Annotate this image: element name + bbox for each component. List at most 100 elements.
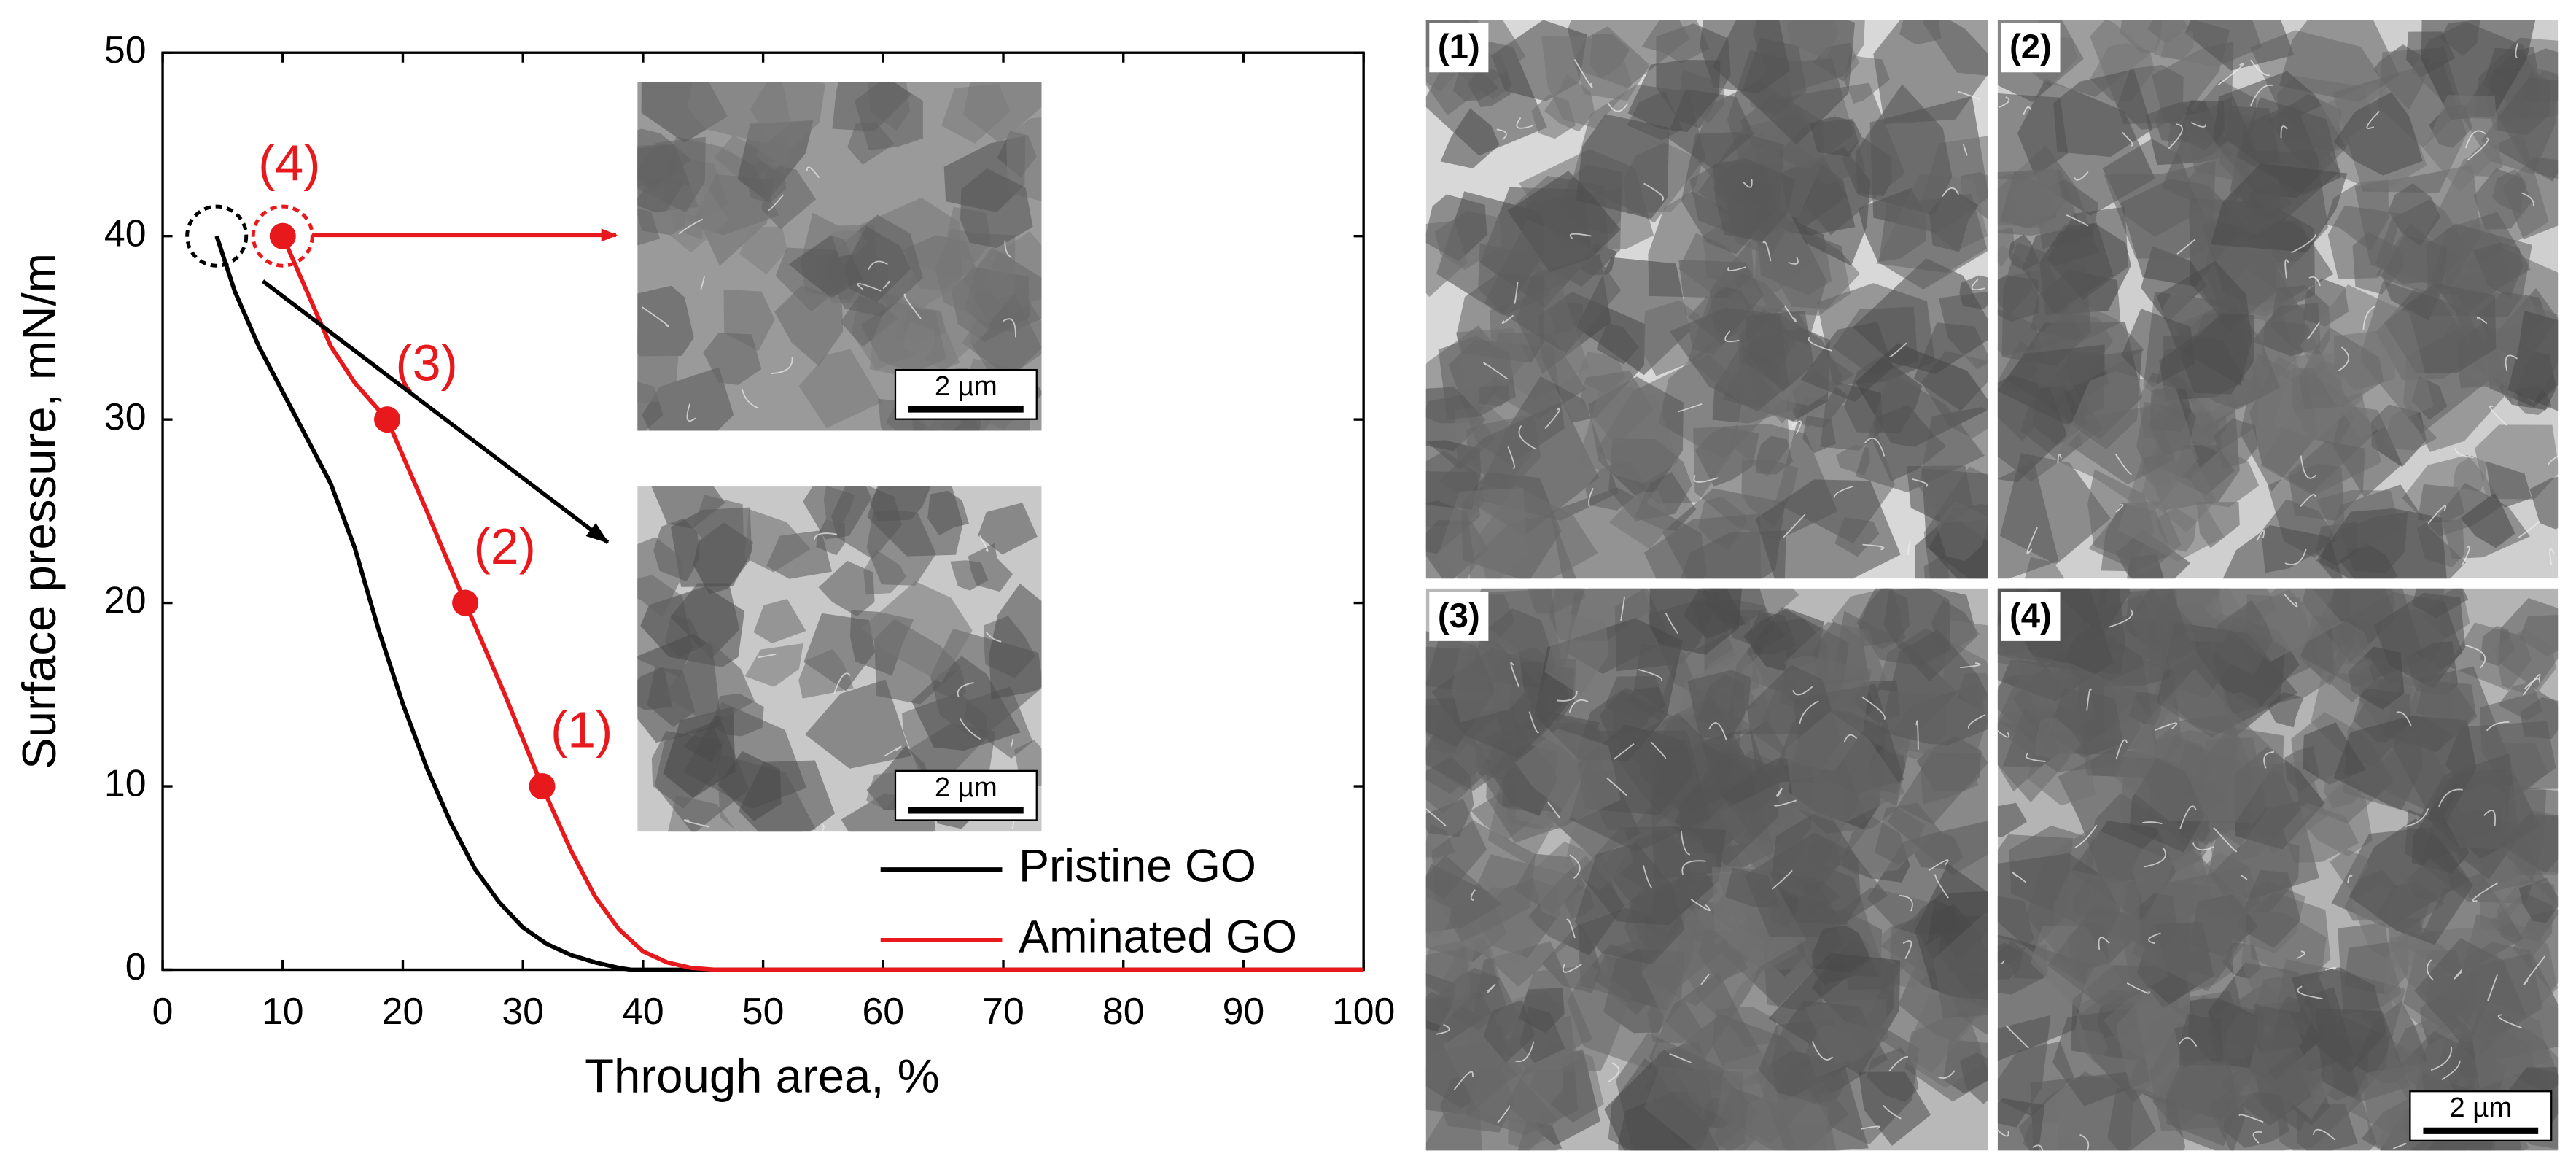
sem-wrinkle [979,535,989,552]
annotation-label: (2) [474,518,536,575]
sem-wrinkle [700,276,705,290]
sem-flake [1729,207,1827,346]
sem-flake [2421,20,2536,120]
sem-flake [2160,31,2194,61]
sem-wrinkle [1792,686,1813,696]
sem-wrinkle [2154,722,2178,732]
sem-wrinkle [2347,875,2353,883]
sem-wrinkle [2462,546,2470,565]
sem-wrinkle [2074,824,2098,848]
sem-flake [861,581,973,683]
sem-wrinkle [1907,540,1911,556]
sem-flake [1577,378,1678,484]
sem-flake [1997,461,2059,579]
sem-wrinkle [1607,102,1629,112]
sem-flake [2277,995,2311,1036]
sem-wrinkle [1998,96,2010,109]
sem-flake [867,486,963,557]
sem-flake [798,648,854,699]
sem-wrinkle [1606,778,1627,796]
sem-wrinkle [2497,1014,2523,1029]
sem-wrinkle [2144,847,2166,868]
panel-label: (3) [1438,597,1480,635]
sem-flake [978,503,1038,555]
sem-flake [1852,258,1988,374]
sem-wrinkle [2283,593,2298,608]
sem-flake [1997,802,2028,837]
sem-wrinkle [1938,1070,1956,1079]
sem-flake [854,82,923,151]
sem-wrinkle [1497,1105,1511,1123]
sem-wrinkle [1518,425,1537,450]
sem-wrinkle [2256,530,2265,541]
sem-flake [2121,309,2195,387]
sem-wrinkle [2032,1144,2044,1151]
sem-wrinkle [2405,808,2429,827]
sem-wrinkle [1677,403,1703,413]
sem-wrinkle [2192,842,2214,851]
sem-wrinkle [1861,697,1886,721]
sem-wrinkle [2489,405,2507,426]
sem-wrinkle [2284,548,2307,565]
sem-flake [1425,220,1468,298]
x-tick-label: 70 [982,990,1024,1032]
sem-wrinkle [2396,711,2412,726]
sem-flake [2499,814,2559,874]
sem-flake [717,751,782,821]
sem-wrinkle [2521,192,2534,206]
panel-label-box [2001,592,2061,641]
y-axis-label: Surface pressure, mN/m [12,253,66,769]
sem-wrinkle [1453,1071,1474,1090]
sem-flake [2055,371,2198,516]
y-tick-label: 40 [104,212,147,254]
sem-wrinkle [2252,1131,2262,1144]
sem-flake [1670,307,1789,412]
x-tick-label: 10 [262,990,304,1032]
sem-wrinkle [1569,854,1581,879]
sem-wrinkle [2005,1025,2029,1049]
sem-wrinkle [1003,318,1016,338]
highlight-circle [185,204,249,268]
sem-wrinkle [1997,1129,2009,1137]
sem-wrinkle [1915,720,1919,751]
sem-wrinkle [1808,336,1833,352]
sem-flake [703,333,762,385]
sem-wrinkle [2454,969,2463,980]
sem-flake [1755,479,1901,579]
annotation-point [529,773,556,800]
sem-flake [1933,912,1988,1019]
sem-flake [2008,170,2062,219]
sem-wrinkle [1483,362,1508,380]
sem-flake [1678,233,1749,295]
sem-wrinkle [1643,182,1665,201]
sem-flake [2507,310,2559,411]
sem-flake [798,349,882,429]
y-tick-label: 0 [125,945,147,988]
panel-label-box [1429,592,1489,641]
scale-bar-label: 2 µm [935,371,997,402]
sem-wrinkle [959,717,981,740]
sem-wrinkle [1962,144,1968,156]
sem-wrinkle [1997,729,2010,738]
sem-flake [1785,711,1906,825]
sem-flake [2330,849,2369,891]
sem-wrinkle [1889,342,1907,357]
sem-wrinkle [2057,454,2062,464]
sem-flake [1997,1098,2045,1151]
sem-wrinkle [813,532,838,540]
sem-flake [2047,206,2129,301]
sem-flake [2120,20,2163,53]
sem-wrinkle [1690,899,1711,912]
sem-wrinkle [2263,751,2275,769]
sem-wrinkle [2472,882,2499,902]
sem-flake [1997,275,2039,322]
sem-wrinkle [1942,187,1959,197]
sem-flake [1643,513,1761,579]
sem-flake [2460,493,2515,548]
sem-flake [1508,1117,1546,1149]
sem-flake [739,226,787,275]
sem-flake [1425,756,1474,837]
sem-wrinkle [2066,214,2089,227]
sem-flake [2130,596,2198,672]
